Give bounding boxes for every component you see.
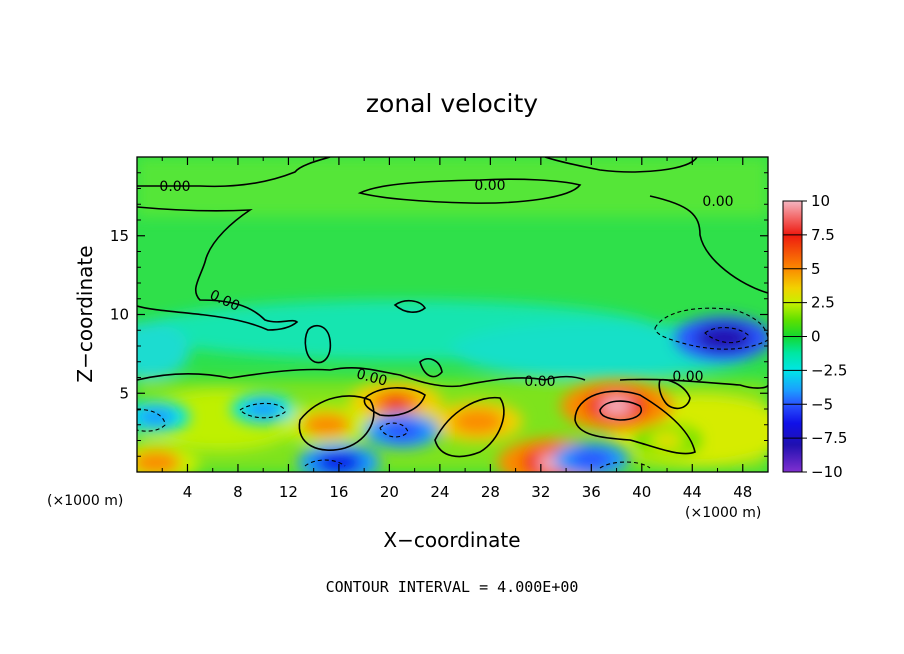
x-tick-label-4: 20 — [380, 483, 399, 501]
x-axis-ticks: 4 8 12 16 20 24 28 32 36 40 44 48 — [161, 157, 769, 501]
x-tick-label-0: 4 — [183, 483, 193, 501]
contour-neg-bottom — [304, 459, 346, 467]
contour-label-1: 0.00 — [474, 178, 505, 194]
contour-labels: 0.00 0.000.000.000.00 0.00 0.00 — [159, 178, 733, 390]
x-unit-left: (×1000 m) — [47, 493, 123, 509]
x-unit-right: (×1000 m) — [685, 505, 761, 521]
contour-label-text-1: 0.00 — [474, 178, 505, 194]
contour-blob-20 — [363, 387, 426, 417]
contour-label-text-2: 0.00 — [702, 194, 733, 210]
colorbar-tick-label-6: −5 — [811, 395, 833, 413]
contour-neg-left — [137, 409, 166, 432]
left-cyan — [137, 322, 190, 378]
feature-core-0 — [600, 397, 633, 415]
contour-label-text-5: 0.00 — [524, 374, 555, 390]
contour-zero-right-descending — [649, 195, 768, 294]
contour-blob-small-4 — [658, 378, 691, 410]
colorbar-tick-label-5: −2.5 — [811, 361, 847, 379]
mid-layer-cyan-2 — [450, 322, 750, 378]
contour-neg-20 — [379, 422, 409, 438]
contour-blob-small-3 — [419, 358, 443, 378]
colorbar-ticks: 10 7.5 5 2.5 0 −2.5 −5 −7.5 −10 — [783, 192, 847, 481]
contour-label-text-6: 0.00 — [672, 369, 703, 385]
x-tick-label-8: 36 — [582, 483, 601, 501]
colorbar-tick-label-4: 0 — [811, 328, 821, 346]
y-tick-label-1: 10 — [110, 306, 129, 324]
contour-blob-15 — [298, 395, 375, 451]
contour-label-text-4: 0.00 — [355, 366, 389, 390]
contour-lines-dashed — [137, 307, 768, 469]
contour-neg-bottom-2 — [599, 461, 651, 469]
contour-blob-small-2 — [393, 299, 427, 313]
contour-inner-38 — [599, 400, 642, 421]
x-tick-label-9: 40 — [632, 483, 651, 501]
x-tick-label-11: 48 — [733, 483, 752, 501]
x-tick-label-1: 8 — [233, 483, 243, 501]
contour-blob-27 — [434, 396, 505, 458]
feature-core-3 — [464, 414, 491, 429]
contour-neg-right — [654, 307, 768, 350]
feature-core-7 — [709, 330, 738, 346]
feature-core-2 — [382, 395, 410, 411]
x-tick-label-2: 12 — [279, 483, 298, 501]
y-tick-label-2: 15 — [110, 227, 129, 245]
contour-zero-top-middle — [357, 178, 582, 204]
y-axis-ticks: 5 10 15 — [110, 172, 768, 457]
y-axis-label: Z−coordinate — [73, 245, 97, 382]
colorbar-tick-label-3: 2.5 — [811, 294, 835, 312]
feature-core-12 — [580, 453, 603, 466]
contour-zero-lower-belt — [137, 367, 586, 388]
contour-label-5: 0.00 — [524, 374, 555, 390]
contour-zero-top-right — [544, 157, 698, 173]
velocity-field — [137, 157, 768, 472]
feature-core-9 — [391, 424, 413, 438]
contour-interval-note: CONTOUR INTERVAL = 4.000E+00 — [326, 578, 579, 596]
contour-label-text-0: 0.00 — [159, 179, 190, 195]
colorbar-tick-label-0: 10 — [811, 192, 830, 210]
contour-lines — [137, 157, 768, 458]
feature-core-5 — [143, 455, 169, 470]
x-axis-label: X−coordinate — [383, 528, 520, 552]
colorbar-tick-label-7: −7.5 — [811, 429, 847, 447]
feature-core-4 — [313, 417, 339, 432]
x-tick-label-6: 28 — [481, 483, 500, 501]
x-tick-label-7: 32 — [531, 483, 550, 501]
contour-blob-38 — [574, 390, 696, 455]
contour-label-6: 0.00 — [672, 369, 703, 385]
colorbar-tick-label-8: −10 — [811, 463, 843, 481]
colorbar-tick-label-2: 5 — [811, 260, 821, 278]
feature-core-10 — [146, 411, 166, 423]
colorbar-tick-label-1: 7.5 — [811, 226, 835, 244]
contour-label-2: 0.00 — [702, 194, 733, 210]
contour-zero-top-left — [137, 157, 331, 188]
contour-label-0: 0.00 — [159, 179, 190, 195]
upper-layer — [137, 157, 768, 217]
x-tick-label-3: 16 — [329, 483, 348, 501]
contour-label-4: 0.00 — [355, 366, 389, 390]
contour-zero-left-long — [137, 206, 299, 331]
contour-blob-small-1 — [304, 324, 332, 364]
chart-title: zonal velocity — [366, 89, 538, 118]
contour-zero-lower-right — [619, 378, 768, 389]
contour-neg-mid — [239, 402, 286, 419]
x-tick-label-10: 44 — [683, 483, 702, 501]
feature-core-11 — [253, 403, 273, 415]
y-tick-label-0: 5 — [119, 384, 129, 402]
contour-neg-right-inner — [704, 327, 749, 344]
x-tick-label-5: 24 — [430, 483, 449, 501]
feature-core-6 — [657, 434, 677, 447]
